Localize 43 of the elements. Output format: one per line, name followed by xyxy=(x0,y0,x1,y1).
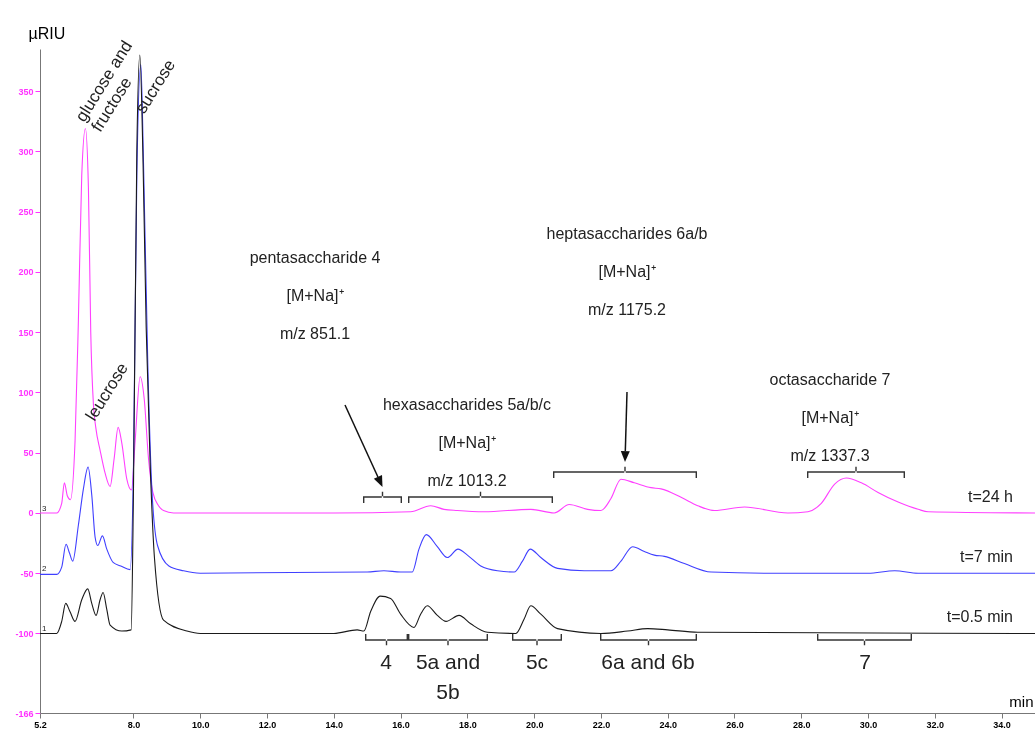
y-tick-label: 100 xyxy=(18,387,34,398)
x-tick-label: 22.0 xyxy=(592,719,611,730)
annotation: 1 xyxy=(42,624,47,634)
text: octasaccharide 7 [M+Na]⁺ m/z 1337.3 xyxy=(769,371,891,464)
y-tick-label: -100 xyxy=(15,628,34,639)
y-axis-title: µRIU xyxy=(28,24,66,42)
y-tick-label: -166 xyxy=(15,708,34,719)
x-tick-label: 32.0 xyxy=(926,719,945,730)
annotation: 5a and 5b xyxy=(415,650,481,703)
y-tick-label: 150 xyxy=(18,327,34,338)
x-tick-label: 34.0 xyxy=(993,719,1011,730)
annotation: 5c xyxy=(525,650,549,673)
y-tick-label: 0 xyxy=(28,508,34,519)
x-tick-label: 28.0 xyxy=(793,719,811,730)
x-tick-label: 16.0 xyxy=(392,719,410,730)
y-tick-label: 200 xyxy=(18,267,34,278)
annotation: 6a and 6b xyxy=(601,650,695,673)
annotation: 4 xyxy=(380,650,393,673)
x-tick-label: 8.0 xyxy=(127,719,141,730)
series-label: t=0.5 min xyxy=(946,608,1013,626)
x-tick-label: 14.0 xyxy=(325,719,344,730)
x-tick-label: 20.0 xyxy=(525,719,544,730)
x-axis-title: min xyxy=(1009,692,1034,710)
x-tick-label: 10.0 xyxy=(192,719,210,730)
text: heptasaccharides 6a/b [M+Na]⁺ m/z 1175.2 xyxy=(546,225,708,318)
x-tick-label: 24.0 xyxy=(659,719,677,730)
y-tick-label: 300 xyxy=(18,146,34,157)
x-tick-label: 5.2 xyxy=(34,719,47,730)
text: pentasaccharide 4 [M+Na]⁺ m/z 851.1 xyxy=(249,249,381,342)
y-tick-label: 350 xyxy=(18,86,34,97)
x-tick-label: 12.0 xyxy=(258,719,277,730)
x-tick-label: 30.0 xyxy=(859,719,878,730)
x-tick-label: 26.0 xyxy=(726,719,744,730)
y-tick-label: 250 xyxy=(18,207,34,218)
series-label: t=24 h xyxy=(968,487,1013,505)
annotation: 2 xyxy=(42,564,47,574)
series-label: t=7 min xyxy=(960,548,1013,566)
x-tick-label: 18.0 xyxy=(459,719,477,730)
annotation: 3 xyxy=(42,503,47,513)
y-tick-label: 50 xyxy=(23,448,34,459)
y-tick-label: -50 xyxy=(20,568,34,579)
annotation: 7 xyxy=(859,650,871,673)
text: hexasaccharides 5a/b/c [M+Na]⁺ m/z 1013.2 xyxy=(382,396,552,489)
